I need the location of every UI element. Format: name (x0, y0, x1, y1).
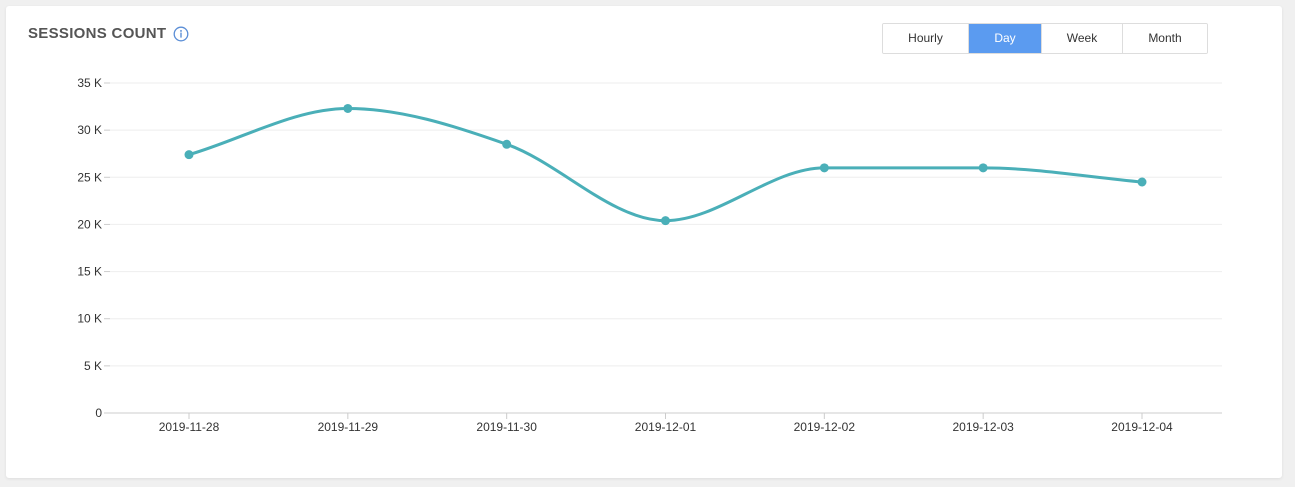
x-tick-label: 2019-12-01 (635, 420, 697, 434)
data-point[interactable] (502, 139, 512, 149)
x-tick-label: 2019-12-04 (1111, 420, 1173, 434)
grid-lines (110, 82, 1222, 414)
granularity-toggle: Hourly Day Week Month (882, 23, 1208, 54)
week-button[interactable]: Week (1042, 24, 1123, 53)
x-tick-label: 2019-12-03 (952, 420, 1014, 434)
y-tick-label: 5 K (84, 359, 102, 373)
card-header: SESSIONS COUNT (28, 25, 189, 42)
series-line-layer (187, 106, 1144, 223)
data-point[interactable] (184, 150, 194, 160)
x-tick-label: 2019-11-30 (476, 420, 537, 434)
y-tick-label: 30 K (77, 123, 102, 137)
x-tick-label: 2019-11-28 (159, 420, 220, 434)
y-tick-label: 25 K (77, 170, 102, 184)
x-tick-label: 2019-12-02 (794, 420, 856, 434)
sessions-count-card: SESSIONS COUNT Hourly Day Week Month (6, 6, 1282, 478)
y-tick-label: 35 K (77, 76, 102, 90)
x-axis-ticks: 2019-11-28 2019-11-29 2019-11-30 2019-12-01… (159, 413, 1173, 434)
data-point[interactable] (661, 216, 670, 226)
card-title: SESSIONS COUNT (28, 25, 167, 42)
data-point[interactable] (343, 103, 353, 113)
y-tick-label: 10 K (77, 312, 102, 326)
info-circle-icon[interactable] (173, 26, 189, 42)
day-button[interactable]: Day (969, 24, 1042, 53)
series-line (187, 106, 1144, 223)
data-point[interactable] (978, 163, 988, 173)
hourly-button[interactable]: Hourly (883, 24, 969, 53)
y-tick-label: 15 K (77, 265, 102, 279)
data-point[interactable] (1137, 177, 1147, 187)
y-tick-label: 20 K (77, 217, 102, 231)
y-tick-label: 0 (95, 406, 102, 420)
x-tick-label: 2019-11-29 (318, 420, 379, 434)
data-point[interactable] (819, 163, 829, 173)
y-axis-ticks: 0 5 K 10 K 15 K 20 K 25 K 30 K 35 K (77, 76, 110, 420)
month-button[interactable]: Month (1123, 24, 1207, 53)
data-points (184, 103, 1147, 226)
